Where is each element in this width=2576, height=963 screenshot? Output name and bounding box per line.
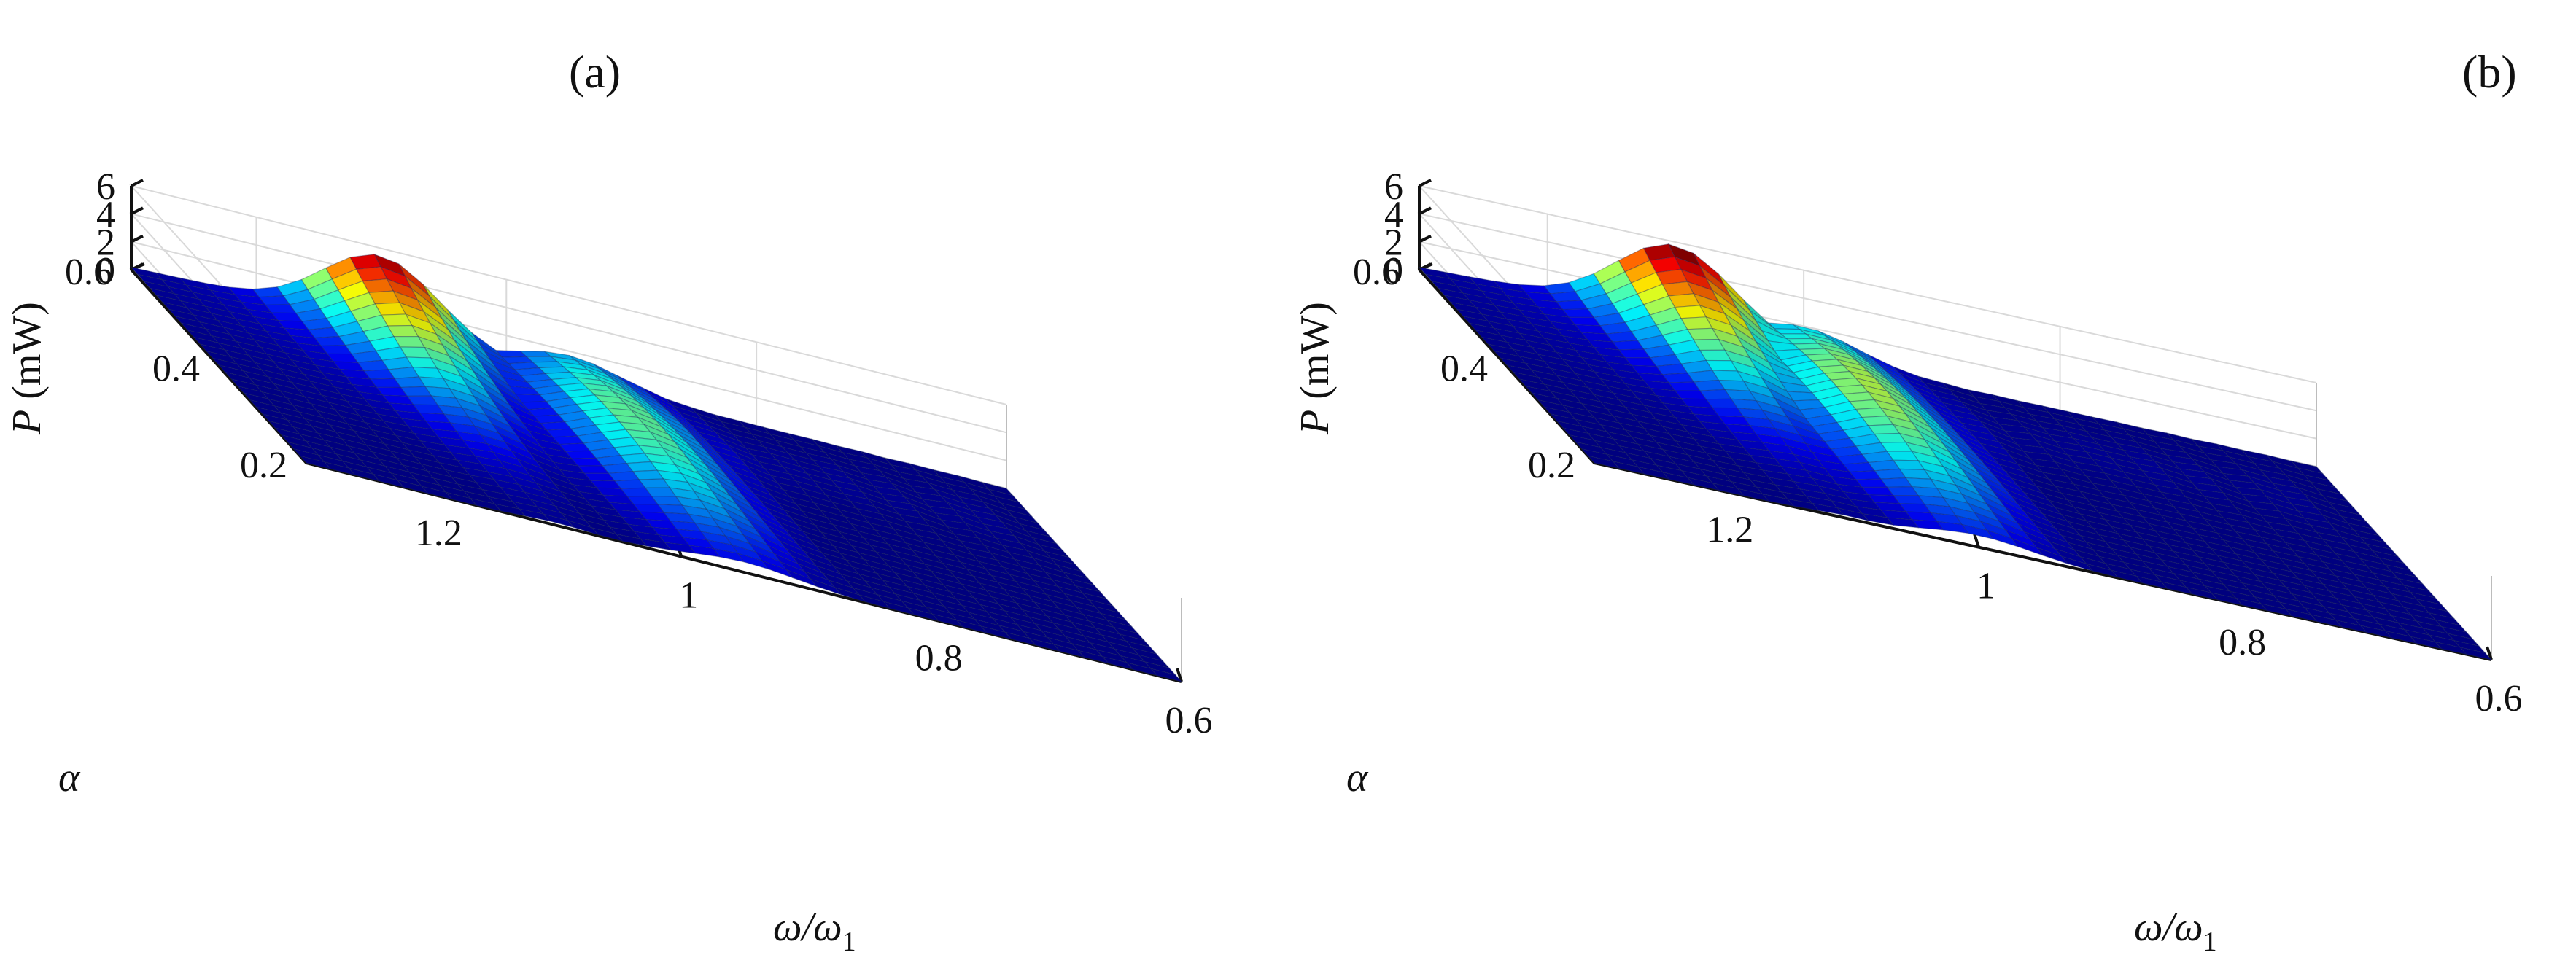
surface-patch — [298, 455, 333, 470]
panel-label-a: (a) — [569, 46, 621, 98]
surface-patch — [541, 512, 575, 529]
surface-patch — [1736, 488, 1770, 502]
alpha-tick-label: 0.6 — [65, 252, 112, 293]
z-tick-label: 4 — [96, 194, 115, 235]
surface-patch — [688, 545, 721, 558]
alpha-axis-label: α — [58, 755, 81, 800]
surface-patch — [1861, 512, 1895, 526]
surface-patch — [590, 526, 624, 542]
omega-axis-label-sub: 1 — [842, 927, 856, 957]
z-tick-label: 0 — [96, 250, 115, 292]
omega-tick-mark — [2486, 646, 2493, 660]
omega-tick-label: 0.6 — [1165, 700, 1213, 741]
z-tick-label: 4 — [1384, 194, 1403, 235]
surface-patch — [1936, 521, 1969, 534]
omega-tick-mark — [1973, 534, 1981, 548]
omega-tick-label: 0.6 — [2475, 678, 2523, 720]
alpha-tick-label: 0.4 — [1440, 348, 1488, 390]
z-axis-label-unit: (mW) — [4, 302, 50, 410]
surface-patch — [736, 553, 769, 570]
z-tick-label: 0 — [1384, 250, 1403, 292]
surface-patch — [664, 542, 697, 554]
panel-a: 0 2 4 6 0.2 0.4 0.6 1.2 1 0.8 0.6 (a) P (mW) α ω/ω1 — [4, 46, 1213, 957]
surface-patch — [1886, 517, 1920, 529]
surface-patch — [1811, 502, 1845, 516]
z-tick-label: 6 — [96, 166, 115, 208]
z-tick-mark — [131, 179, 144, 187]
alpha-tick-label: 0.6 — [1353, 252, 1400, 293]
z-tick-label: 2 — [96, 222, 115, 264]
omega-tick-label: 1.2 — [415, 512, 462, 554]
surface-patch — [1786, 498, 1820, 512]
z-axis-label-var: P — [1292, 410, 1338, 435]
omega-tick-label: 0.8 — [915, 637, 963, 679]
omega-tick-label: 1.2 — [1706, 510, 1753, 551]
surface-patch — [396, 479, 430, 494]
surface-patch — [469, 497, 503, 512]
alpha-axis-label: α — [1346, 755, 1369, 800]
alpha-tick-label: 0.2 — [1528, 445, 1575, 486]
surface-patch — [1960, 523, 1995, 540]
omega-axis-label: ω/ω1 — [2134, 905, 2217, 957]
surface-patch — [1711, 482, 1745, 496]
z-tick-mark — [1419, 234, 1432, 243]
surface-patch — [1586, 455, 1621, 469]
omega-tick-label: 1 — [1976, 566, 1995, 607]
z-tick-mark — [1419, 206, 1432, 216]
z-axis-label-unit: (mW) — [1292, 302, 1338, 410]
surface-patch — [517, 508, 551, 522]
surface-patch — [1661, 471, 1696, 486]
surface-patch — [444, 491, 478, 507]
surface-patch — [2010, 537, 2044, 557]
z-tick-mark — [131, 206, 144, 216]
omega-tick-mark — [1176, 668, 1183, 682]
panel-b: 0 2 4 6 0.2 0.4 0.6 1.2 1 0.8 0.6 (b) P (mW) α ω/ω1 — [1288, 0, 2576, 963]
alpha-tick-label: 0.2 — [240, 445, 287, 486]
z-tick-mark — [1419, 179, 1432, 187]
omega-axis-label-main: ω/ω — [2134, 905, 2203, 950]
panel-label-b: (b) — [2462, 46, 2517, 98]
omega-axis-label: ω/ω1 — [773, 905, 856, 957]
z-axis-label-var: P — [4, 410, 50, 435]
omega-axis-label-main: ω/ω — [773, 905, 842, 950]
surface-patch — [615, 533, 648, 547]
omega-tick-label: 1 — [679, 575, 698, 617]
z-axis-label: P (mW) — [4, 302, 50, 435]
z-tick-mark — [131, 234, 144, 243]
z-axis-label: P (mW) — [1292, 302, 1338, 435]
z-tick-label: 6 — [1384, 166, 1403, 208]
omega-axis-label-sub: 1 — [2203, 927, 2217, 957]
alpha-tick-label: 0.4 — [152, 348, 200, 390]
z-tick-label: 2 — [1384, 222, 1403, 264]
omega-tick-label: 0.8 — [2219, 622, 2266, 663]
